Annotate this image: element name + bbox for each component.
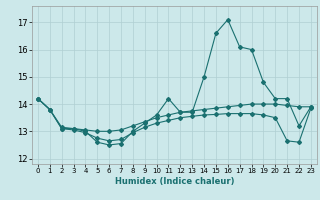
X-axis label: Humidex (Indice chaleur): Humidex (Indice chaleur) bbox=[115, 177, 234, 186]
